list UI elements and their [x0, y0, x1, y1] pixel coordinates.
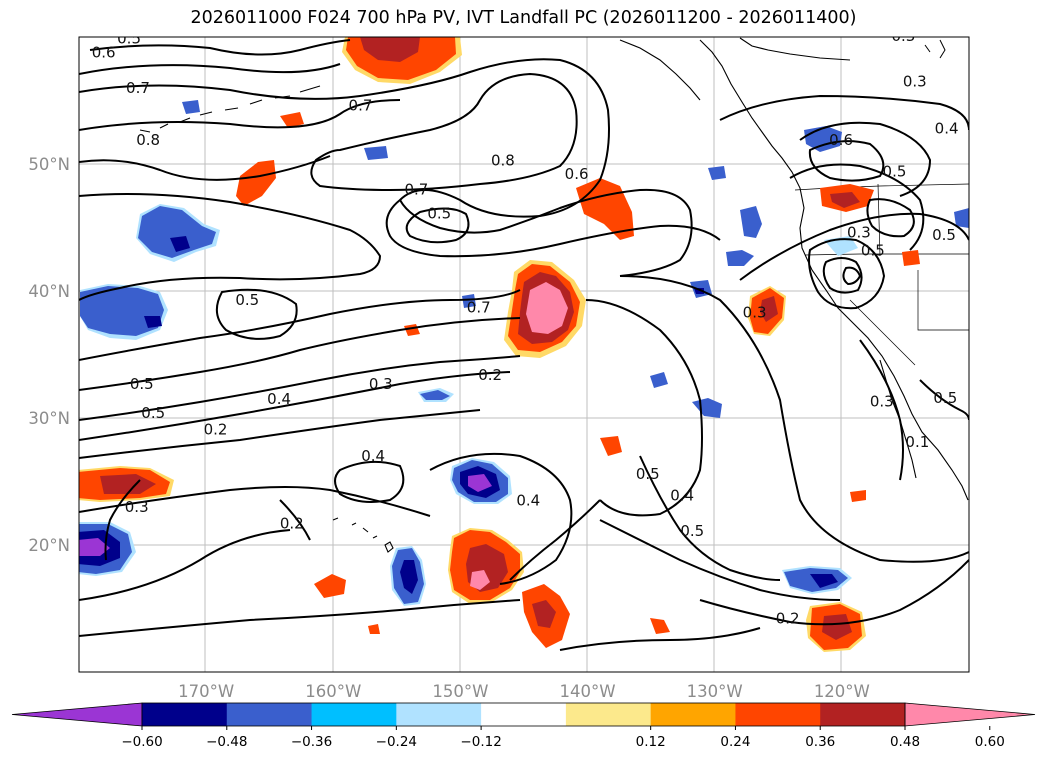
contour-label: 0.6 — [565, 165, 589, 183]
colorbar-segment — [820, 703, 906, 726]
lon-tick-label: 120°W — [814, 682, 870, 701]
colorbar-segment — [565, 703, 652, 726]
contour-label: 0.2 — [204, 421, 228, 439]
colorbar-tick-label: 0.24 — [720, 734, 750, 750]
contour-label: 0.6 — [92, 43, 116, 61]
contour-label: 0.5 — [141, 404, 165, 422]
colorbar-tick-label: −0.48 — [206, 734, 247, 750]
colorbar-tick-label: 0.12 — [636, 734, 666, 750]
colorbar-tick-label: −0.12 — [460, 734, 501, 750]
colorbar-segment — [142, 703, 228, 726]
colorbar-segment — [735, 703, 821, 726]
contour-label: 0.3 — [743, 304, 767, 322]
contour-label: 0.7 — [404, 180, 428, 198]
colorbar-tick-label: −0.24 — [376, 734, 417, 750]
lat-tick-labels: 20°N 30°N 40°N 50°N — [28, 155, 70, 555]
colorbar-tick-label: 0.36 — [805, 734, 835, 750]
lon-tick-label: 160°W — [305, 682, 361, 701]
map-frame — [78, 36, 970, 673]
contour-label: 0.4 — [935, 120, 959, 138]
map-title: 2026011000 F024 700 hPa PV, IVT Landfall… — [190, 8, 857, 28]
lat-tick-label: 50°N — [28, 155, 70, 174]
lat-tick-label: 20°N — [28, 536, 70, 555]
colorbar-segment — [481, 703, 567, 726]
contour-label: 0.7 — [126, 79, 150, 97]
colorbar-tick-label: 0.48 — [890, 734, 920, 750]
contour-label: 0.5 — [117, 29, 141, 47]
contour-label: 0.2 — [280, 514, 304, 532]
pv-shading — [79, 37, 969, 652]
contour-label: 0.7 — [467, 299, 491, 317]
contour-label: 0.5 — [130, 375, 154, 393]
contour-label: 0.3 — [870, 393, 894, 411]
lon-tick-label: 150°W — [432, 682, 488, 701]
contour-label: 0.5 — [883, 163, 907, 181]
lon-tick-label: 170°W — [178, 682, 234, 701]
lon-tick-label: 140°W — [560, 682, 616, 701]
contour-label: 0.2 — [478, 366, 502, 384]
contour-label: 0.3 — [891, 27, 915, 45]
colorbar-tick-label: −0.36 — [291, 734, 332, 750]
contour-label: 0.6 — [829, 131, 853, 149]
colorbar-extend-low — [11, 702, 143, 727]
contour-label: 0.5 — [235, 291, 259, 309]
contour-label: 0.5 — [861, 241, 885, 259]
colorbar-extend-high — [904, 702, 1036, 727]
contour-label: 0.4 — [670, 487, 694, 505]
contour-label: 0.5 — [933, 389, 957, 407]
lat-tick-label: 30°N — [28, 409, 70, 428]
contour-label: 0.5 — [680, 522, 704, 540]
colorbar-segment — [396, 703, 482, 726]
colorbar-segment — [226, 703, 313, 726]
contour-label: 0.4 — [267, 390, 291, 408]
colorbar-segment — [311, 703, 397, 726]
contour-label: 0.7 — [349, 97, 373, 115]
pv-contours — [79, 39, 969, 651]
lon-tick-labels: 170°W 160°W 150°W 140°W 130°W 120°W — [178, 682, 870, 701]
contour-label: 0.2 — [776, 610, 800, 628]
contour-label: 0.8 — [136, 131, 160, 149]
contour-label: 0.4 — [361, 447, 385, 465]
colorbar-tick-label: 0.60 — [975, 734, 1005, 750]
contour-label: 0.8 — [491, 151, 515, 169]
contour-label: 0.3 — [125, 498, 149, 516]
contour-label: 0.5 — [636, 465, 660, 483]
colorbar: −0.60 −0.48 −0.36 −0.24 −0.12 0.12 0.24 0.36 0.4… — [11, 702, 1036, 750]
contour-label: 0.3 — [369, 375, 393, 393]
lon-tick-label: 130°W — [687, 682, 743, 701]
contour-label: 0.1 — [905, 433, 929, 451]
contour-label: 0.4 — [516, 492, 540, 510]
colorbar-tick-label: −0.60 — [121, 734, 162, 750]
colorbar-segment — [650, 703, 736, 726]
contour-label: 0.5 — [427, 205, 451, 223]
lat-tick-label: 40°N — [28, 282, 70, 301]
colorbar-outline — [141, 702, 906, 727]
contour-label: 0.5 — [932, 226, 956, 244]
contour-label: 0.3 — [903, 73, 927, 91]
pv-contour-labels: 0.50.60.70.70.80.80.60.70.50.5 0.70.3 0.20… — [92, 27, 959, 628]
contour-label: 0.3 — [847, 224, 871, 242]
